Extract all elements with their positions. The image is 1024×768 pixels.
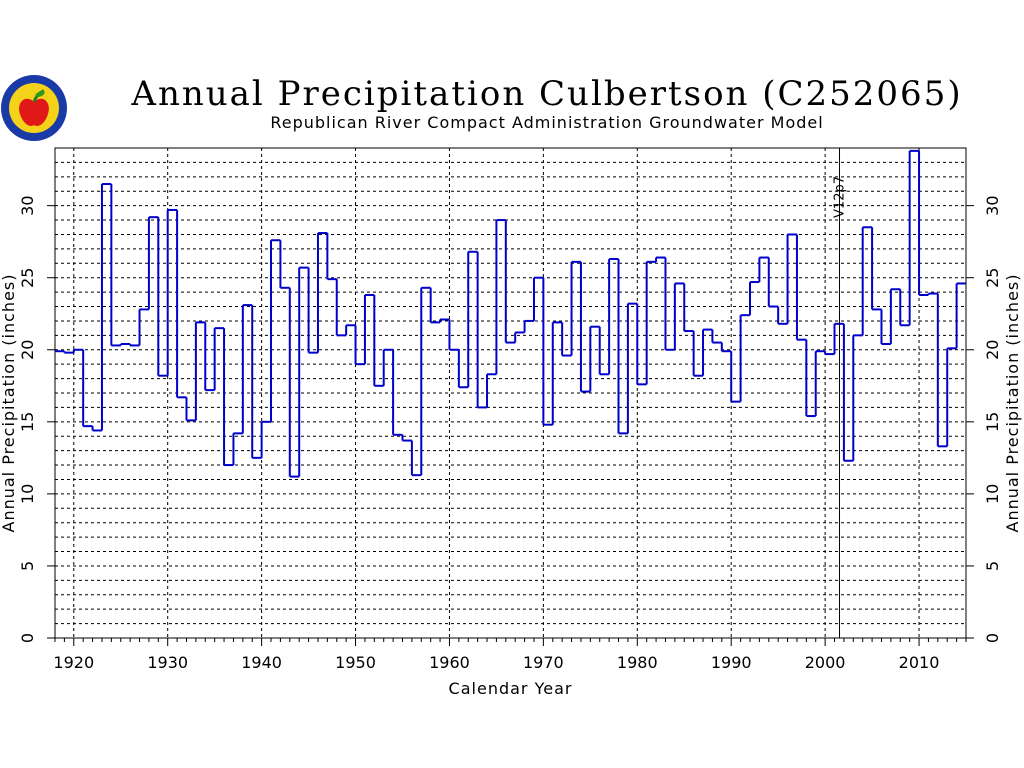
chart-title: Annual Precipitation Culbertson (C252065… <box>131 74 963 114</box>
y-tick-label-right: 30 <box>983 195 1002 215</box>
y-tick-label-right: 20 <box>983 340 1002 360</box>
plot-frame <box>54 147 967 639</box>
y-tick-label-right: 15 <box>983 412 1002 432</box>
x-tick-label: 1930 <box>147 653 188 672</box>
chart-subtitle: Republican River Compact Administration … <box>270 113 824 132</box>
x-axis-label: Calendar Year <box>449 679 573 698</box>
y-axis-label-right: Annual Precipitation (inches) <box>1003 274 1022 533</box>
x-tick-label: 1950 <box>335 653 376 672</box>
axis-ticks: 1920 1930 1940 1950 1960 1970 1980 1990 2000 2010… <box>18 195 1002 672</box>
grid-lines <box>55 147 966 638</box>
x-tick-label: 1940 <box>241 653 282 672</box>
y-tick-label-left: 10 <box>18 484 37 504</box>
annotation-group: V12p7 <box>833 148 848 638</box>
annotation-label: V12p7 <box>833 176 848 218</box>
y-tick-label-left: 5 <box>18 561 37 571</box>
y-tick-label-right: 10 <box>983 484 1002 504</box>
x-tick-label: 1980 <box>617 653 658 672</box>
y-tick-label-left: 15 <box>18 412 37 432</box>
y-tick-label-left: 25 <box>18 268 37 288</box>
precipitation-series <box>55 149 966 478</box>
x-tick-label: 1920 <box>53 653 94 672</box>
y-tick-label-right: 25 <box>983 268 1002 288</box>
x-tick-label: 1960 <box>429 653 470 672</box>
y-tick-label-right: 0 <box>983 633 1002 643</box>
apple-icon <box>19 98 49 126</box>
x-tick-label: 1970 <box>523 653 564 672</box>
x-tick-label: 2000 <box>805 653 846 672</box>
y-tick-label-left: 20 <box>18 340 37 360</box>
y-axis-label-left: Annual Precipitation (inches) <box>0 274 18 533</box>
logo-emblem <box>0 72 70 144</box>
x-tick-label: 1990 <box>711 653 752 672</box>
y-tick-label-right: 5 <box>983 561 1002 571</box>
x-tick-label: 2010 <box>899 653 940 672</box>
leaf-icon <box>35 90 45 98</box>
y-tick-label-left: 30 <box>18 195 37 215</box>
y-tick-label-left: 0 <box>18 633 37 643</box>
